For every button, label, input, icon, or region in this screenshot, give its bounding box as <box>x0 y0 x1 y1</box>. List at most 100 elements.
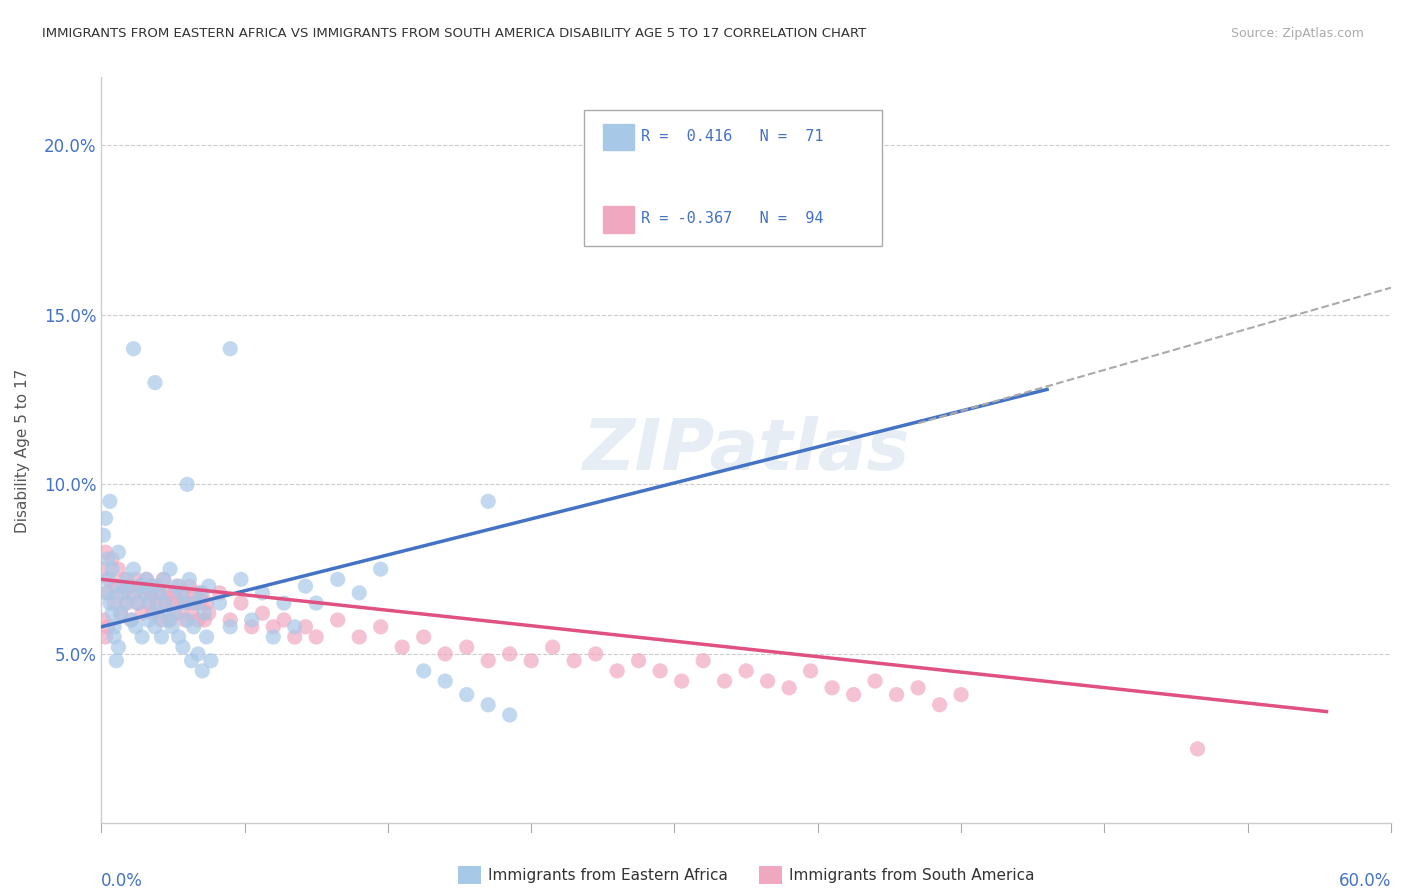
Point <box>115 572 138 586</box>
Point <box>183 620 205 634</box>
Point <box>166 606 188 620</box>
Point <box>326 572 349 586</box>
Point <box>98 596 121 610</box>
Point <box>778 681 800 695</box>
Point <box>129 579 152 593</box>
Point <box>146 596 169 610</box>
Point <box>252 606 274 620</box>
Point <box>134 586 156 600</box>
Point <box>150 613 173 627</box>
Point <box>110 606 132 620</box>
Point <box>176 613 198 627</box>
Point <box>692 189 714 203</box>
Point <box>129 579 152 593</box>
Point <box>391 640 413 654</box>
Point <box>294 579 316 593</box>
Point <box>97 552 120 566</box>
Point <box>131 606 153 620</box>
Point <box>195 596 218 610</box>
Point <box>170 596 193 610</box>
Point <box>671 674 693 689</box>
Point <box>103 630 125 644</box>
Point <box>156 586 179 600</box>
Point <box>273 596 295 610</box>
Point <box>219 342 242 356</box>
Point <box>434 674 457 689</box>
Point <box>101 606 124 620</box>
Point <box>370 620 392 634</box>
Point <box>326 613 349 627</box>
Point <box>928 698 950 712</box>
Point <box>370 562 392 576</box>
Point <box>180 606 202 620</box>
Point <box>127 596 149 610</box>
Point <box>541 640 564 654</box>
Point <box>146 606 169 620</box>
Point <box>193 606 215 620</box>
Point <box>498 647 520 661</box>
Point <box>107 562 129 576</box>
Point <box>627 654 650 668</box>
Point <box>155 596 177 610</box>
Point <box>107 545 129 559</box>
Point <box>94 630 117 644</box>
Point <box>434 647 457 661</box>
Point <box>193 613 215 627</box>
Point <box>305 630 328 644</box>
Point <box>886 688 908 702</box>
Point <box>477 494 499 508</box>
Point <box>735 664 758 678</box>
Point <box>159 613 181 627</box>
Point <box>176 477 198 491</box>
Point <box>167 630 190 644</box>
Point <box>115 596 138 610</box>
Point <box>97 586 120 600</box>
Point <box>412 630 434 644</box>
Point <box>118 586 141 600</box>
Point <box>176 596 198 610</box>
Point <box>110 606 132 620</box>
Point <box>97 620 120 634</box>
Point <box>114 572 136 586</box>
Point <box>122 586 145 600</box>
Point <box>138 596 160 610</box>
Point <box>305 596 328 610</box>
Point <box>863 674 886 689</box>
Point <box>229 572 252 586</box>
Point <box>294 620 316 634</box>
Point <box>412 664 434 678</box>
Point <box>98 572 121 586</box>
Point <box>174 613 197 627</box>
Point <box>142 579 165 593</box>
Point <box>94 511 117 525</box>
Text: Source: ZipAtlas.com: Source: ZipAtlas.com <box>1230 27 1364 40</box>
Point <box>134 586 156 600</box>
Point <box>184 586 207 600</box>
Point <box>139 586 162 600</box>
Point <box>347 586 370 600</box>
Point <box>219 620 242 634</box>
Point <box>240 620 263 634</box>
Point <box>229 596 252 610</box>
Point <box>585 647 607 661</box>
Point <box>122 562 145 576</box>
Point <box>152 572 174 586</box>
Point <box>200 654 222 668</box>
Text: 0.0%: 0.0% <box>101 872 143 890</box>
Point <box>520 654 543 668</box>
Point <box>166 579 188 593</box>
Point <box>135 572 157 586</box>
Text: 60.0%: 60.0% <box>1339 872 1391 890</box>
Point <box>284 630 307 644</box>
Point <box>103 620 125 634</box>
Point <box>713 674 735 689</box>
Point <box>498 708 520 723</box>
Point <box>347 630 370 644</box>
Point <box>143 579 166 593</box>
Point <box>756 674 779 689</box>
Point <box>240 613 263 627</box>
Point <box>118 579 141 593</box>
Point <box>273 613 295 627</box>
Point <box>180 654 202 668</box>
Point <box>477 654 499 668</box>
